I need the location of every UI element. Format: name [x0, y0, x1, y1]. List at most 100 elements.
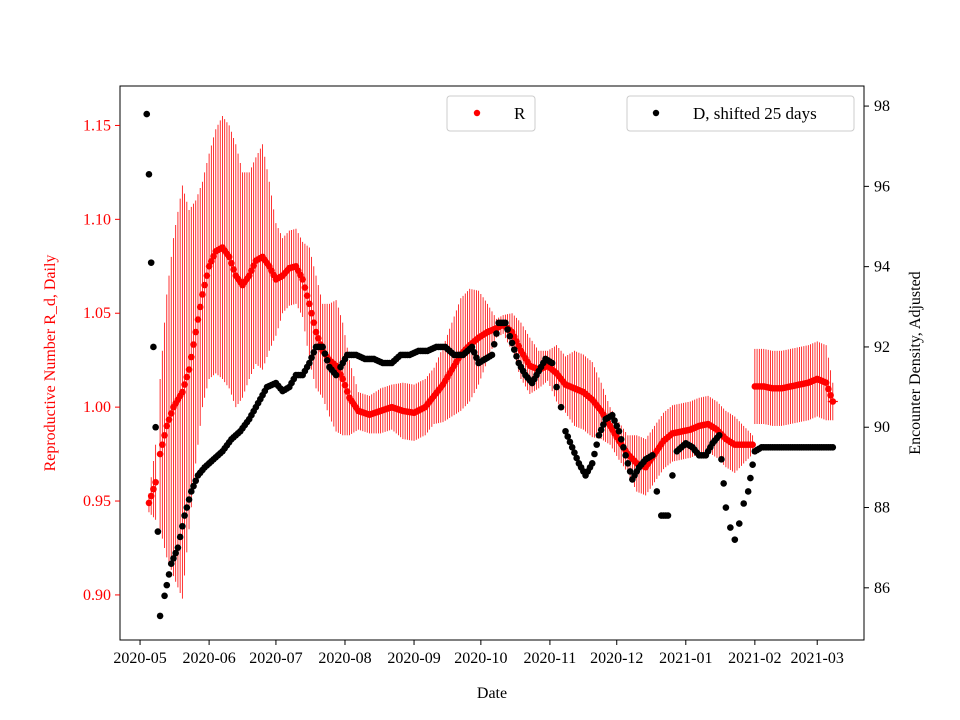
- d-series: [143, 110, 837, 620]
- r-point: [825, 385, 832, 393]
- d-point: [624, 460, 632, 467]
- r-point: [225, 253, 233, 261]
- d-point: [468, 343, 476, 351]
- r-point: [145, 499, 153, 507]
- legend-d: D, shifted 25 days: [626, 95, 855, 132]
- d-point: [506, 332, 514, 340]
- d-point: [715, 431, 723, 439]
- x-tick-label: 2020-05: [113, 650, 166, 667]
- r-point: [248, 267, 255, 274]
- d-point: [321, 350, 329, 357]
- d-point: [731, 536, 739, 543]
- r-point: [205, 262, 213, 270]
- d-point: [167, 560, 175, 568]
- x-tick-label: 2020-12: [590, 650, 643, 667]
- d-point: [179, 522, 186, 530]
- d-point: [187, 488, 195, 495]
- r-point: [310, 319, 318, 326]
- d-point: [615, 427, 623, 435]
- d-point: [571, 449, 578, 456]
- r-point: [199, 291, 206, 298]
- y-right-tick-label: 96: [874, 178, 890, 195]
- d-point: [593, 441, 600, 448]
- r-point: [150, 485, 157, 493]
- r-point: [308, 309, 315, 317]
- d-point: [172, 549, 179, 557]
- x-tick-label: 2020-08: [318, 650, 371, 667]
- r-point: [306, 300, 313, 308]
- d-point: [190, 482, 197, 490]
- legend-d-frame: [626, 95, 855, 132]
- d-point: [620, 444, 627, 451]
- r-point: [230, 266, 237, 273]
- d-point: [611, 417, 618, 424]
- x-axis: 2020-05 2020-06 2020-07 2020-08 2020-09 2020-…: [113, 640, 844, 667]
- r-point: [152, 478, 159, 486]
- y-axis-right-label: Encounter Density, Adjusted: [907, 271, 924, 454]
- d-point: [622, 452, 629, 459]
- d-point: [156, 612, 164, 620]
- r-point: [301, 284, 309, 291]
- d-point: [192, 477, 200, 485]
- x-tick-label: 2020-11: [524, 650, 577, 667]
- d-point: [617, 435, 625, 443]
- d-point: [740, 500, 748, 507]
- y-left-tick-label: 1.10: [83, 211, 111, 228]
- d-point: [548, 359, 556, 367]
- y-left-tick-label: 0.95: [83, 493, 111, 510]
- r-point: [161, 432, 168, 439]
- d-point: [504, 326, 511, 333]
- d-point: [735, 520, 743, 527]
- legend-r-frame: [446, 95, 536, 132]
- y-left-tick-label: 1.15: [83, 117, 111, 134]
- y-axis-right: 86 88 90 92 94 96 98: [864, 98, 890, 597]
- d-point: [718, 456, 725, 463]
- d-point: [145, 171, 153, 178]
- d-point: [669, 472, 676, 479]
- r-point: [185, 366, 193, 373]
- d-point: [749, 461, 756, 469]
- r-point: [179, 388, 186, 396]
- r-point: [194, 316, 202, 323]
- d-point: [553, 383, 560, 391]
- d-point: [608, 411, 616, 419]
- r-point: [245, 272, 253, 279]
- x-tick-label: 2021-01: [659, 650, 712, 667]
- d-point: [597, 426, 605, 434]
- r-point: [167, 410, 175, 417]
- d-point: [490, 340, 498, 348]
- y-right-tick-label: 90: [874, 419, 890, 436]
- r-point: [210, 252, 217, 260]
- r-point: [196, 303, 204, 311]
- d-point: [152, 423, 159, 431]
- r-point: [208, 257, 215, 265]
- r-point: [201, 281, 208, 289]
- d-point: [150, 343, 157, 351]
- r-point: [165, 416, 173, 423]
- r-point: [312, 328, 320, 336]
- d-point: [613, 422, 621, 430]
- d-point: [143, 110, 151, 118]
- r-point: [147, 492, 155, 500]
- r-point: [159, 441, 166, 448]
- d-point: [181, 512, 188, 519]
- x-tick-label: 2021-02: [728, 650, 781, 667]
- d-point: [176, 533, 184, 541]
- r-point: [339, 375, 347, 383]
- d-point: [174, 544, 182, 551]
- r-point: [187, 353, 195, 361]
- d-point: [165, 571, 173, 578]
- d-point: [591, 450, 598, 458]
- d-point: [722, 504, 730, 511]
- d-point: [744, 488, 752, 495]
- d-point: [161, 592, 168, 600]
- legend-r: R: [446, 95, 536, 132]
- d-point: [510, 346, 518, 353]
- d-point: [319, 343, 327, 351]
- d-point: [470, 348, 478, 356]
- d-point: [626, 468, 634, 475]
- d-point: [588, 460, 596, 467]
- d-point: [664, 512, 672, 519]
- y-left-tick-label: 0.90: [83, 587, 111, 604]
- d-point: [473, 354, 480, 361]
